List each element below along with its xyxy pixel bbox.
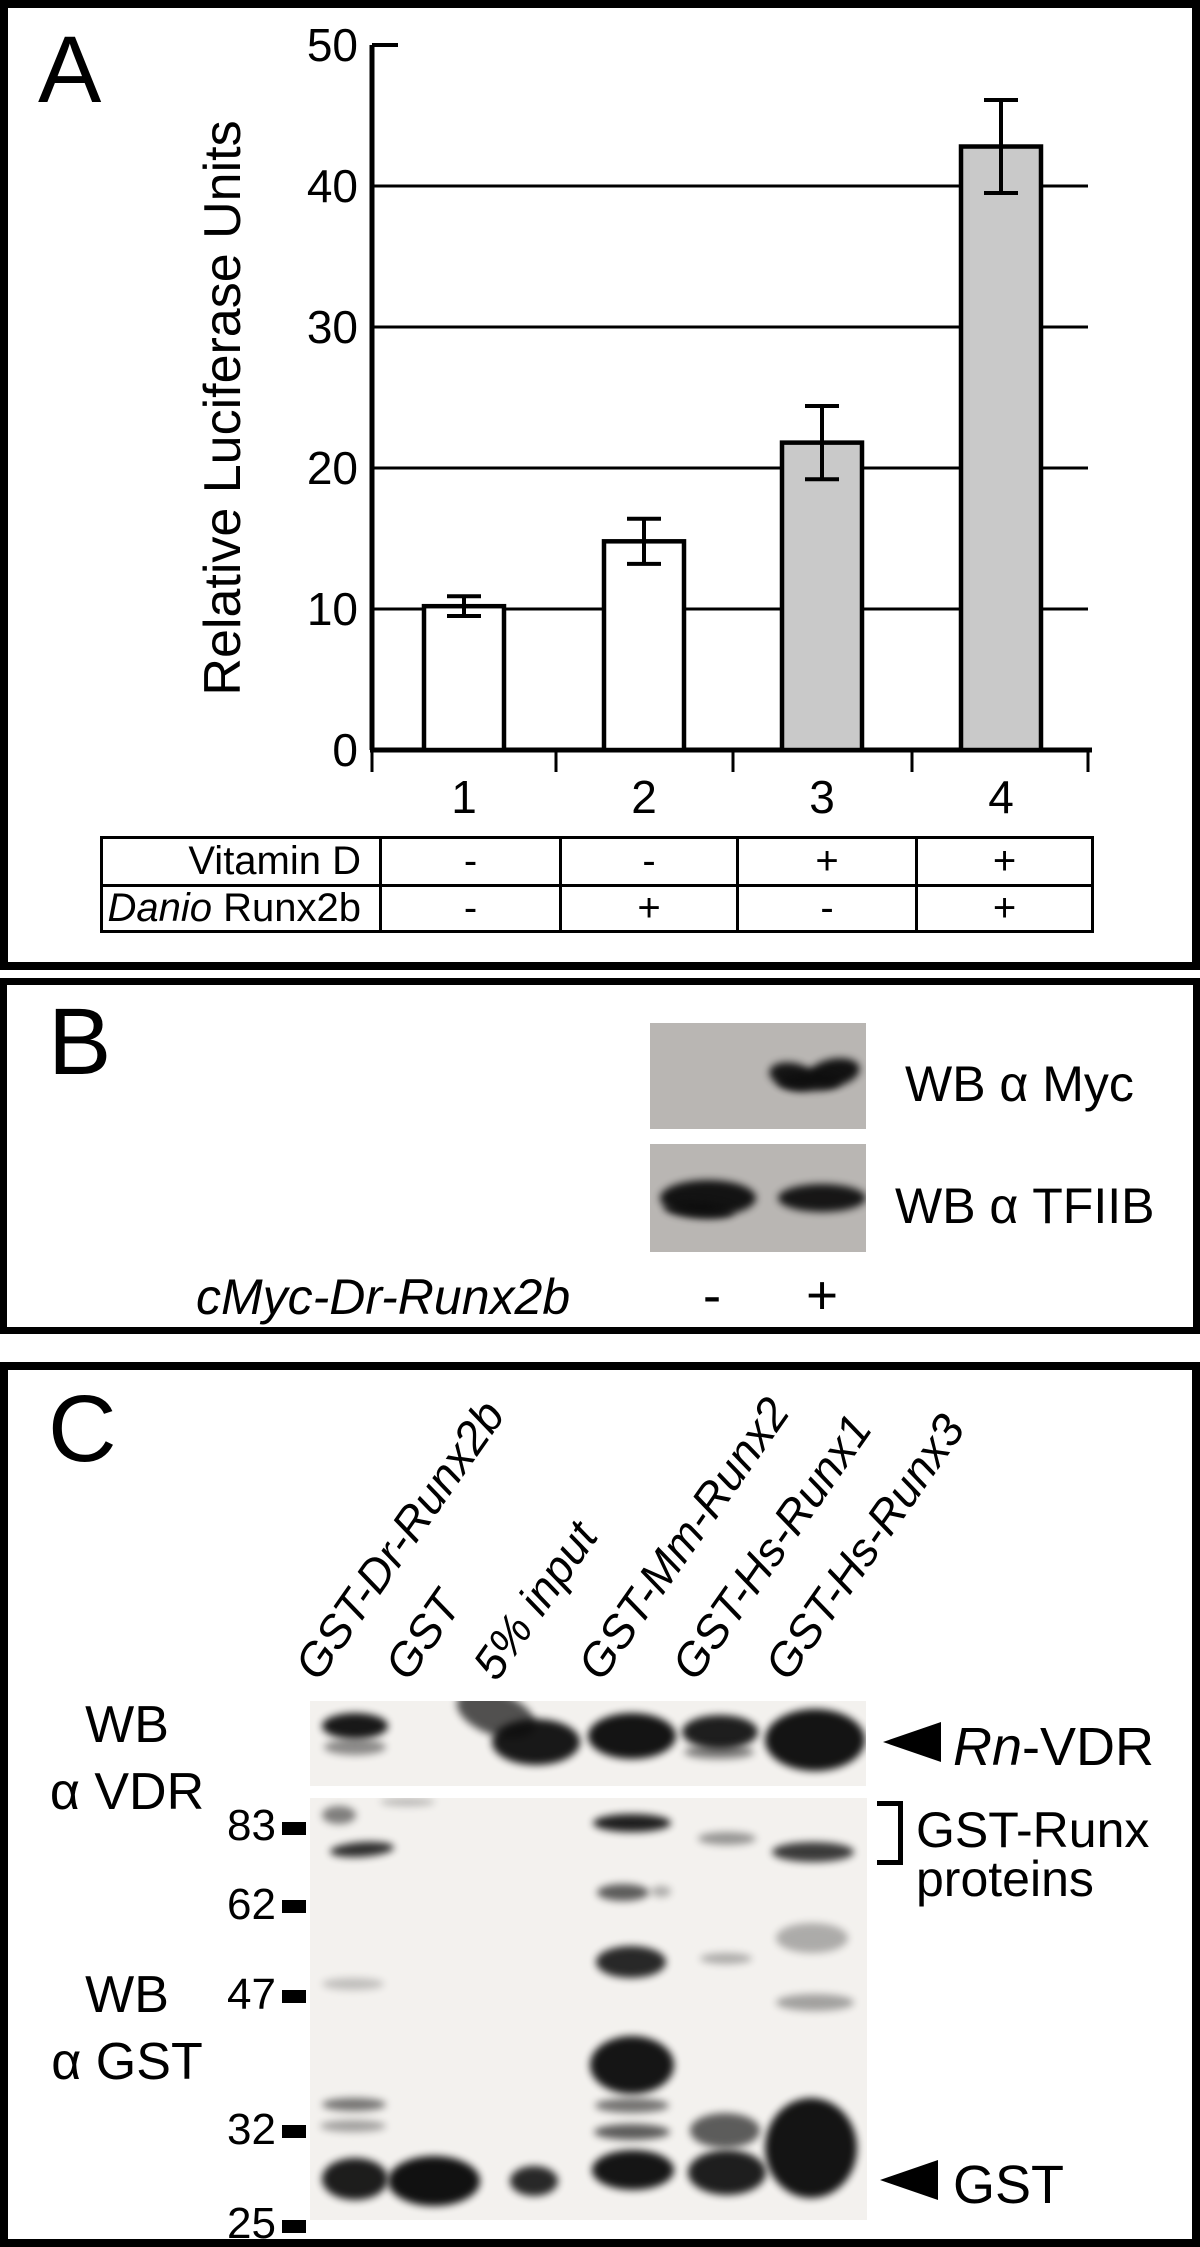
mw-dash-icon [282, 2125, 306, 2138]
svg-text:40: 40 [307, 160, 358, 212]
svg-text:Relative Luciferase Units: Relative Luciferase Units [194, 120, 252, 695]
blot-band [651, 1886, 671, 1897]
blot-band [765, 2098, 857, 2198]
blot-band [492, 1719, 580, 1765]
blot-band [380, 1798, 435, 1806]
mw-marker-47: 47 [227, 1970, 276, 2019]
table-cell: + [915, 839, 1091, 884]
wb-tfiib-label: WB α TFIIB [895, 1178, 1155, 1234]
panel-c-letter: C [48, 1376, 117, 1482]
table-cell: + [559, 884, 736, 930]
table-cell: - [559, 839, 736, 884]
mw-marker-32: 32 [227, 2105, 276, 2154]
gst-western-blot [310, 1798, 867, 2220]
mw-dash-icon [282, 1822, 306, 1835]
myc-western-blot [650, 1023, 866, 1129]
table-cell: - [379, 884, 559, 930]
svg-text:50: 50 [307, 19, 358, 71]
mw-marker-83: 83 [227, 1801, 276, 1850]
svg-text:20: 20 [307, 442, 358, 494]
blot-band [700, 1953, 752, 1964]
mw-dash-icon [282, 1900, 306, 1913]
table-cell: + [736, 839, 915, 884]
cmyc-row-label: cMyc-Dr-Runx2b [196, 1269, 571, 1325]
blot-band [329, 1839, 395, 1860]
svg-text:0: 0 [332, 724, 358, 776]
gst-runx-bracket-icon [877, 1801, 903, 1865]
blot-band [597, 1884, 649, 1901]
blot-band [324, 1739, 386, 1755]
blot-band [320, 2120, 386, 2132]
table-cell: - [379, 839, 559, 884]
tfiib-western-blot [650, 1144, 866, 1252]
blot-band [776, 1923, 848, 1953]
table-cell: - [736, 884, 915, 930]
panel-b: B WB α Myc WB α TFIIB cMyc-Dr-Runx2b - + [0, 978, 1200, 1334]
wb-myc-label: WB α Myc [905, 1056, 1134, 1112]
blot-band [322, 2098, 386, 2111]
blot-band [778, 1184, 866, 1212]
mw-dash-icon [282, 1990, 306, 2003]
blot-band [698, 1832, 756, 1845]
mw-marker-62: 62 [227, 1880, 276, 1929]
rn-vdr-label: Rn-VDR [953, 1717, 1155, 1777]
blot-band [592, 2150, 674, 2190]
blot-band [322, 2158, 388, 2200]
blot-band [778, 1073, 840, 1091]
minus-sign: - [702, 1264, 722, 1326]
blot-band [595, 2098, 669, 2113]
gst-arrow-icon [880, 2160, 938, 2200]
rn-vdr-arrow-icon [883, 1722, 941, 1762]
luciferase-bar-chart: 0 10 20 30 40 50 Relative Luciferase Units 1 2 3 4 [194, 19, 1092, 823]
blot-band [772, 1842, 854, 1862]
panel-c: C GST-Dr-Runx2b GST 5% input GST-Mm-Runx… [0, 1362, 1200, 2247]
table-cell: + [915, 884, 1091, 930]
table-row-label: Vitamin D [188, 839, 361, 883]
panel-a-letter: A [38, 17, 102, 123]
svg-text:1: 1 [451, 771, 477, 823]
blot-band [388, 2156, 480, 2206]
blot-band [596, 1946, 666, 1978]
blot-band [322, 1713, 388, 1739]
svg-text:2: 2 [631, 771, 657, 823]
svg-text:10: 10 [307, 583, 358, 635]
blot-band [510, 2166, 558, 2196]
blot-band [776, 1994, 854, 2011]
wb-alpha-vdr-label: WB α VDR [49, 1696, 205, 1821]
table-row-label: Danio Runx2b [103, 884, 379, 930]
panel-b-letter: B [48, 989, 112, 1095]
vdr-western-blot [310, 1701, 866, 1786]
mw-marker-25: 25 [227, 2199, 276, 2247]
gst-label: GST [953, 2155, 1065, 2215]
blot-band [594, 2124, 670, 2140]
gst-runx-proteins-label: GST-Runx proteins [916, 1802, 1150, 1907]
blot-band [322, 1806, 356, 1824]
blot-band [588, 1713, 676, 1759]
wb-alpha-gst-label: WB α GST [51, 1966, 203, 2091]
panel-a: A 0 10 20 30 40 50 Relative Luciferase Units 1 2… [0, 0, 1200, 970]
blot-band [684, 1745, 754, 1759]
blot-band [593, 1814, 671, 1832]
blot-band [682, 1715, 758, 1749]
blot-band [322, 1978, 384, 1990]
svg-text:3: 3 [809, 771, 835, 823]
plus-sign: + [805, 1264, 839, 1326]
blot-band [688, 2150, 766, 2195]
svg-text:30: 30 [307, 301, 358, 353]
condition-table: Vitamin D - - + + Danio Runx2b - + - + [100, 836, 1094, 933]
blot-band [765, 1709, 865, 1771]
blot-band [690, 2113, 760, 2148]
mw-dash-icon [282, 2220, 306, 2233]
blot-band [590, 2036, 674, 2094]
svg-text:4: 4 [988, 771, 1014, 823]
